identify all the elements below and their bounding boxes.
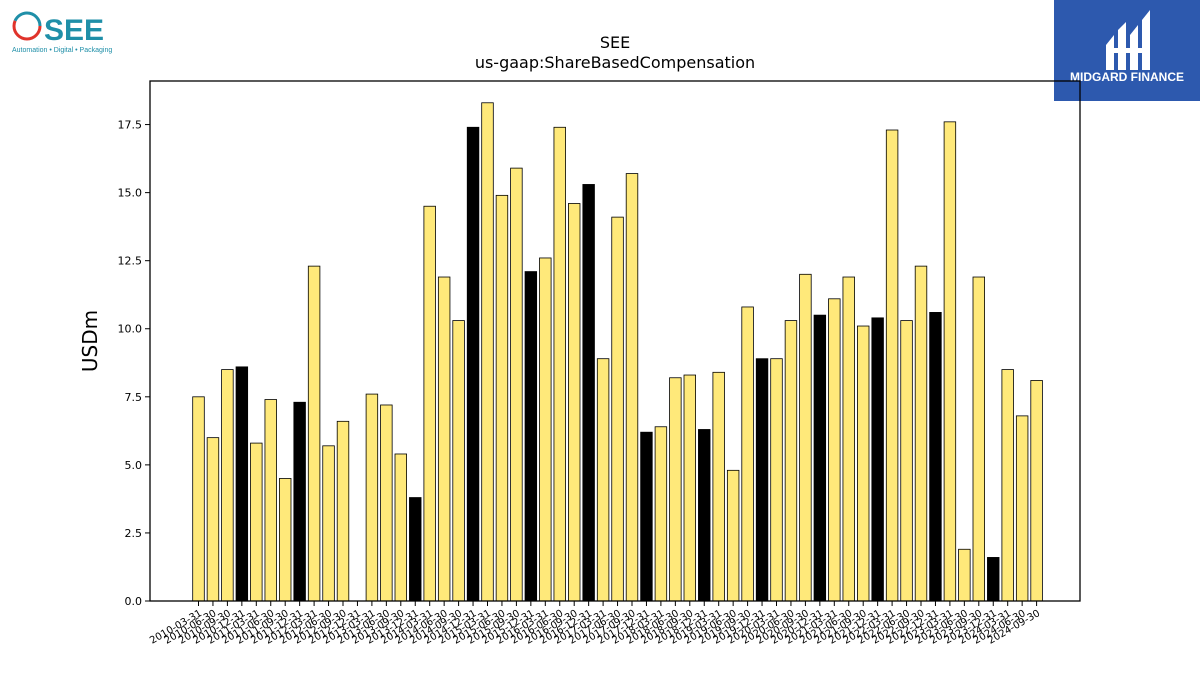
- bar-2011-03-31: [250, 442, 263, 602]
- logo-left-tagline: Automation • Digital • Packaging: [12, 47, 112, 54]
- bar-2011-12-31: [293, 401, 306, 602]
- bar-2010-09-30: [221, 369, 234, 602]
- bar-2019-09-30: [741, 306, 754, 602]
- bar-2012-06-30: [322, 445, 335, 602]
- bar-2024-06-30: [1015, 415, 1029, 602]
- bar-2014-06-30: [437, 276, 451, 602]
- bar-2013-06-30: [380, 404, 393, 602]
- bar-2021-03-31: [828, 298, 841, 602]
- bar-2017-12-31: [640, 431, 653, 602]
- bar-2014-09-30: [452, 320, 465, 602]
- chart-subtitle: us-gaap:ShareBasedCompensation: [475, 53, 755, 72]
- bar-2010-12-31: [235, 366, 249, 602]
- chart-title: SEE: [600, 33, 630, 52]
- bars-group: [192, 102, 1043, 602]
- bar-2019-12-31: [755, 358, 769, 602]
- bar-2015-03-31: [481, 102, 494, 602]
- bar-2014-03-31: [423, 205, 436, 602]
- bar-2016-09-30: [568, 203, 581, 602]
- midgard-logo-graphic: MIDGARD FINANCE: [1070, 10, 1184, 84]
- bar-2016-03-31: [539, 257, 552, 602]
- logo-right-name: MIDGARD FINANCE: [1070, 70, 1184, 84]
- bar-2018-09-30: [683, 374, 697, 602]
- bar-2022-03-31: [885, 129, 899, 602]
- bar-2018-03-31: [654, 426, 668, 602]
- bar-2014-12-31: [466, 126, 480, 602]
- bar-2013-03-31: [365, 393, 379, 602]
- y-tick-label: 17.5: [118, 119, 143, 132]
- bar-2013-12-31: [409, 497, 422, 602]
- y-tick-label: 10.0: [118, 323, 143, 336]
- midgard-finance-logo: MIDGARD FINANCE: [1054, 0, 1200, 101]
- bar-2016-12-31: [582, 184, 595, 602]
- bar-2020-09-30: [799, 273, 812, 602]
- bar-2022-09-30: [914, 265, 928, 602]
- bar-2020-12-31: [813, 314, 827, 602]
- bar-2017-09-30: [625, 173, 639, 602]
- bar-2016-06-30: [553, 126, 566, 602]
- logo-left-name: SEE: [44, 14, 104, 47]
- bar-2015-06-30: [495, 194, 509, 602]
- bar-2023-12-31: [987, 557, 1000, 602]
- bar-2020-03-31: [770, 358, 783, 602]
- bar-2022-12-31: [929, 312, 942, 602]
- bar-2015-12-31: [524, 271, 538, 602]
- y-axis: 0.0 2.5 5.0 7.5 10.0 12.5 15.0 17.5: [118, 119, 150, 608]
- midgard-mark-icon: [1106, 10, 1150, 70]
- see-logo-graphic: SEE Automation • Digital • Packaging: [12, 11, 112, 54]
- bar-2011-06-30: [264, 399, 277, 602]
- y-tick-label: 2.5: [125, 527, 143, 540]
- see-logo: SEE Automation • Digital • Packaging: [10, 8, 130, 56]
- bar-2022-06-30: [900, 320, 913, 602]
- y-axis-label: USDm: [78, 310, 102, 372]
- bar-2012-09-30: [336, 420, 350, 602]
- bar-2010-03-31: [192, 396, 205, 602]
- plot-frame: [149, 80, 1081, 602]
- bar-2023-06-30: [958, 548, 971, 602]
- bar-2021-09-30: [857, 325, 870, 602]
- bar-2015-09-30: [510, 167, 523, 602]
- bar-2024-09-30: [1030, 380, 1043, 602]
- bar-2017-03-31: [596, 358, 610, 602]
- bar-2021-12-31: [871, 317, 884, 602]
- bar-2019-06-30: [726, 469, 740, 602]
- y-tick-label: 7.5: [125, 391, 143, 404]
- bar-2023-03-31: [943, 121, 957, 602]
- bar-2013-09-30: [394, 453, 408, 602]
- bar-2017-06-30: [611, 216, 624, 602]
- bar-2018-06-30: [669, 377, 682, 602]
- bar-2024-03-31: [1001, 369, 1014, 602]
- bar-2019-03-31: [712, 371, 725, 602]
- bar-2011-09-30: [278, 478, 292, 602]
- bar-2021-06-30: [842, 276, 855, 602]
- y-tick-label: 5.0: [125, 459, 143, 472]
- bar-2010-06-30: [206, 437, 220, 602]
- bar-2020-06-30: [784, 320, 798, 602]
- bar-2012-03-31: [307, 265, 321, 602]
- y-tick-label: 0.0: [125, 595, 143, 608]
- bar-2023-09-30: [972, 276, 986, 602]
- bar-2018-12-31: [698, 429, 711, 602]
- y-tick-label: 15.0: [118, 187, 143, 200]
- y-tick-label: 12.5: [118, 255, 143, 268]
- x-axis: 2010-03-312010-06-302010-09-302010-12-31…: [148, 601, 1042, 647]
